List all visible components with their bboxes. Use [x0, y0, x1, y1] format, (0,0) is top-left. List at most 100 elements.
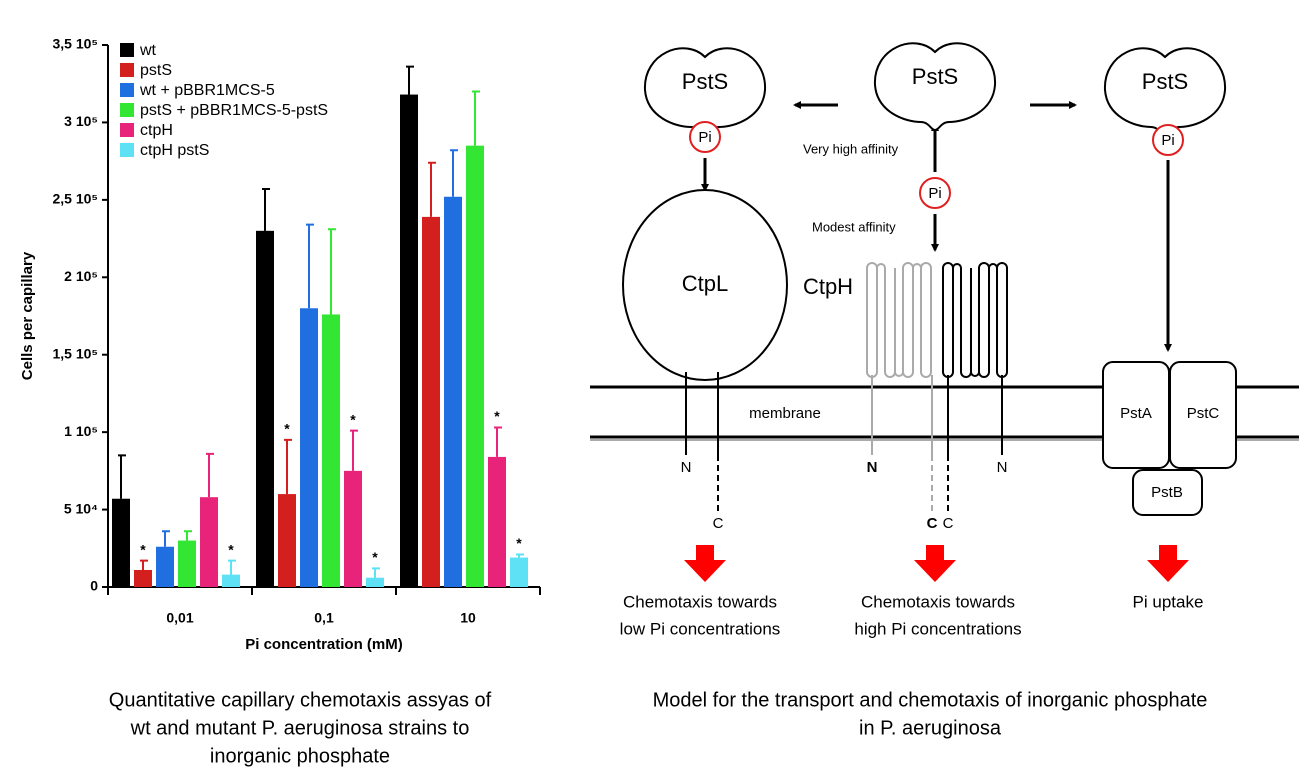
pstc-box [1169, 361, 1237, 469]
error-bar [472, 90, 480, 146]
error-bar [206, 452, 214, 498]
y-tick-label: 0 [90, 578, 98, 594]
legend-swatch [120, 143, 134, 157]
x-tick-label: 0,1 [314, 610, 334, 626]
bar [366, 577, 384, 587]
legend-label: wt + pBBR1MCS-5 [139, 82, 275, 99]
error-bar [406, 65, 414, 95]
outcome-text: high Pi concentrations [854, 619, 1021, 638]
bar [422, 216, 440, 588]
x-axis-label: Pi concentration (mM) [245, 636, 403, 653]
significance-marker: * [284, 421, 290, 437]
red-arrow [1147, 545, 1189, 582]
psta-label: PstA [1120, 405, 1152, 422]
bar [222, 574, 240, 587]
error-bar [516, 553, 524, 558]
error-bar [372, 567, 380, 578]
pi-label: Pi [1161, 132, 1174, 149]
significance-marker: * [372, 549, 378, 565]
bar [344, 470, 362, 587]
caption-line: Quantitative capillary chemotaxis assyas… [109, 689, 492, 711]
y-tick-label: 5 10⁴ [64, 500, 98, 516]
membrane-label: membrane [749, 405, 821, 422]
y-tick-label: 1,5 10⁵ [53, 345, 99, 361]
psts-label: PstS [912, 64, 958, 89]
bar [444, 196, 462, 587]
pi-label: Pi [698, 129, 711, 146]
legend-swatch [120, 83, 134, 97]
outcome-text: Pi uptake [1133, 592, 1204, 611]
bar [400, 94, 418, 587]
bar [156, 546, 174, 587]
ctpl-label: CtpL [682, 271, 728, 296]
bar [300, 308, 318, 587]
bar [488, 456, 506, 587]
legend-swatch [120, 63, 134, 77]
psts-label: PstS [1142, 69, 1188, 94]
red-arrow [684, 545, 726, 582]
terminus-label: C [943, 515, 954, 532]
error-bar [162, 530, 170, 547]
pstb-box [1132, 469, 1203, 516]
legend-label: pstS + pBBR1MCS-5-pstS [140, 102, 328, 119]
terminus-label: N [681, 459, 692, 476]
error-bar [140, 559, 148, 570]
caption-line: inorganic phosphate [210, 745, 390, 767]
y-tick-label: 3,5 10⁵ [53, 36, 99, 52]
ctph-label: CtpH [803, 274, 853, 299]
legend-label: ctpH pstS [140, 142, 209, 159]
pi-label: Pi [928, 185, 941, 202]
ctph-helices [942, 262, 1008, 378]
outcome-text: low Pi concentrations [620, 619, 781, 638]
significance-marker: * [140, 541, 146, 557]
bar [322, 314, 340, 587]
error-bar [184, 530, 192, 541]
error-bar [262, 188, 270, 231]
outcome-text: Chemotaxis towards [623, 592, 777, 611]
pstc-label: PstC [1187, 405, 1220, 422]
y-axis-label: Cells per capillary [19, 251, 36, 380]
bar [256, 230, 274, 588]
x-tick-label: 10 [460, 610, 476, 626]
x-tick-label: 0,01 [166, 610, 193, 626]
significance-marker: * [516, 535, 522, 551]
legend-label: pstS [140, 62, 172, 79]
pstb-label: PstB [1151, 484, 1183, 501]
y-tick-label: 2 10⁵ [64, 268, 98, 284]
bar [178, 540, 196, 587]
output-arrows [684, 545, 1189, 582]
y-tick-label: 1 10⁵ [64, 423, 98, 439]
caption-line: Model for the transport and chemotaxis o… [653, 689, 1208, 711]
error-bar [350, 429, 358, 471]
psts-label: PstS [682, 69, 728, 94]
red-arrow [914, 545, 956, 582]
error-bar [428, 161, 436, 217]
y-tick-label: 2,5 10⁵ [53, 191, 99, 207]
terminus-label: C [927, 515, 938, 532]
legend-swatch [120, 123, 134, 137]
ctph-helices [866, 262, 932, 378]
error-bar [284, 438, 292, 495]
legend-swatch [120, 103, 134, 117]
terminus-label: N [997, 459, 1008, 476]
error-bar [228, 559, 236, 575]
psts-protein [873, 42, 997, 132]
bar [112, 498, 130, 587]
pi-circle [1152, 124, 1184, 156]
bar [200, 497, 218, 587]
significance-marker: * [228, 541, 234, 557]
error-bar [450, 149, 458, 197]
caption-line: wt and mutant P. aeruginosa strains to [130, 717, 470, 739]
pi-circle [689, 121, 721, 153]
caption-line: in P. aeruginosa [859, 717, 1002, 739]
legend-label: ctpH [140, 122, 173, 139]
pi-circle [919, 177, 951, 209]
significance-marker: * [494, 408, 500, 424]
bar [510, 557, 528, 587]
arrows [701, 101, 1172, 352]
outcome-text: Chemotaxis towards [861, 592, 1015, 611]
error-bar [494, 426, 502, 457]
y-tick-label: 3 10⁵ [64, 113, 98, 129]
bar [466, 145, 484, 587]
